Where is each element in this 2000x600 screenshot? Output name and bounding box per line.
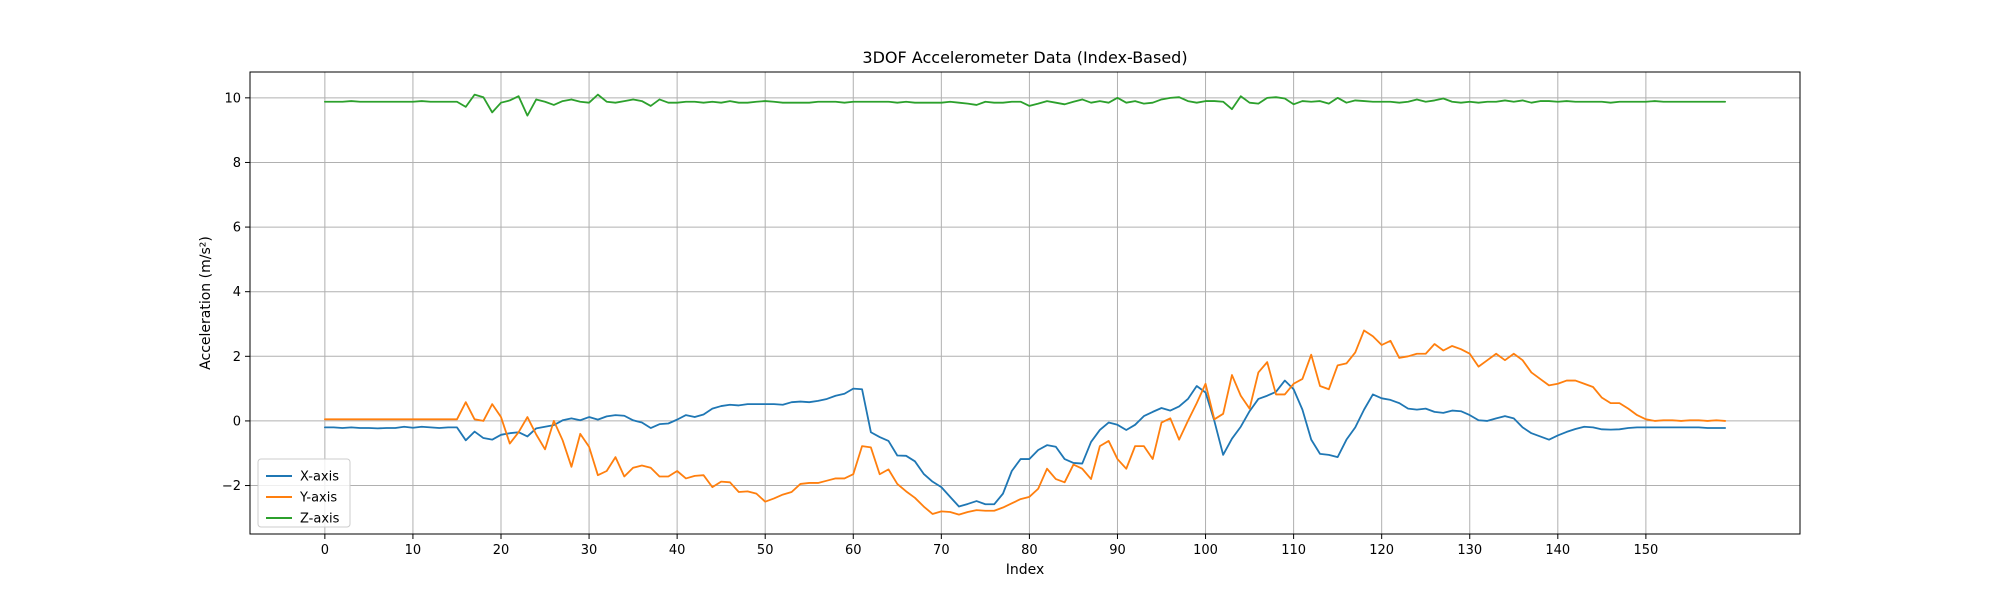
y-tick-label: −2 bbox=[222, 479, 241, 494]
x-tick-label: 130 bbox=[1457, 543, 1482, 558]
series-line-z-axis bbox=[323, 93, 1727, 117]
series-lines bbox=[323, 93, 1727, 516]
x-tick-label: 30 bbox=[581, 543, 598, 558]
y-tick-label: 4 bbox=[233, 285, 241, 300]
x-tick-label: 40 bbox=[669, 543, 686, 558]
x-tick-label: 60 bbox=[845, 543, 862, 558]
legend-label: Z-axis bbox=[300, 512, 340, 527]
x-tick-label: 150 bbox=[1633, 543, 1658, 558]
x-tick-label: 0 bbox=[321, 543, 329, 558]
axis-ticks: 0 10 20 30 40 50 60 70 80 90 100 110 120 130 140 150 −2 0… bbox=[222, 91, 1658, 558]
x-tick-label: 70 bbox=[933, 543, 950, 558]
x-axis-label: Index bbox=[1006, 562, 1045, 578]
y-tick-label: 10 bbox=[224, 91, 241, 106]
chart-legend: X-axis Y-axis Z-axis bbox=[257, 458, 351, 528]
x-tick-label: 80 bbox=[1021, 543, 1038, 558]
y-tick-label: 2 bbox=[233, 350, 241, 365]
y-tick-label: 6 bbox=[233, 221, 241, 236]
x-tick-label: 100 bbox=[1193, 543, 1218, 558]
y-tick-label: 0 bbox=[233, 414, 241, 429]
x-tick-label: 20 bbox=[493, 543, 510, 558]
x-tick-label: 10 bbox=[405, 543, 422, 558]
legend-label: X-axis bbox=[300, 470, 339, 485]
x-tick-label: 110 bbox=[1281, 543, 1306, 558]
series-line-y-axis bbox=[323, 329, 1727, 516]
series-line-x-axis bbox=[323, 379, 1727, 508]
x-tick-label: 120 bbox=[1369, 543, 1394, 558]
x-tick-label: 90 bbox=[1109, 543, 1126, 558]
y-tick-label: 8 bbox=[233, 156, 241, 171]
plot-frame bbox=[249, 71, 1801, 535]
grid-lines bbox=[250, 72, 1800, 534]
legend-label: Y-axis bbox=[299, 491, 337, 506]
x-tick-label: 50 bbox=[757, 543, 774, 558]
chart-title: 3DOF Accelerometer Data (Index-Based) bbox=[862, 48, 1187, 67]
x-tick-label: 140 bbox=[1545, 543, 1570, 558]
y-axis-label: Acceleration (m/s²) bbox=[198, 236, 214, 370]
